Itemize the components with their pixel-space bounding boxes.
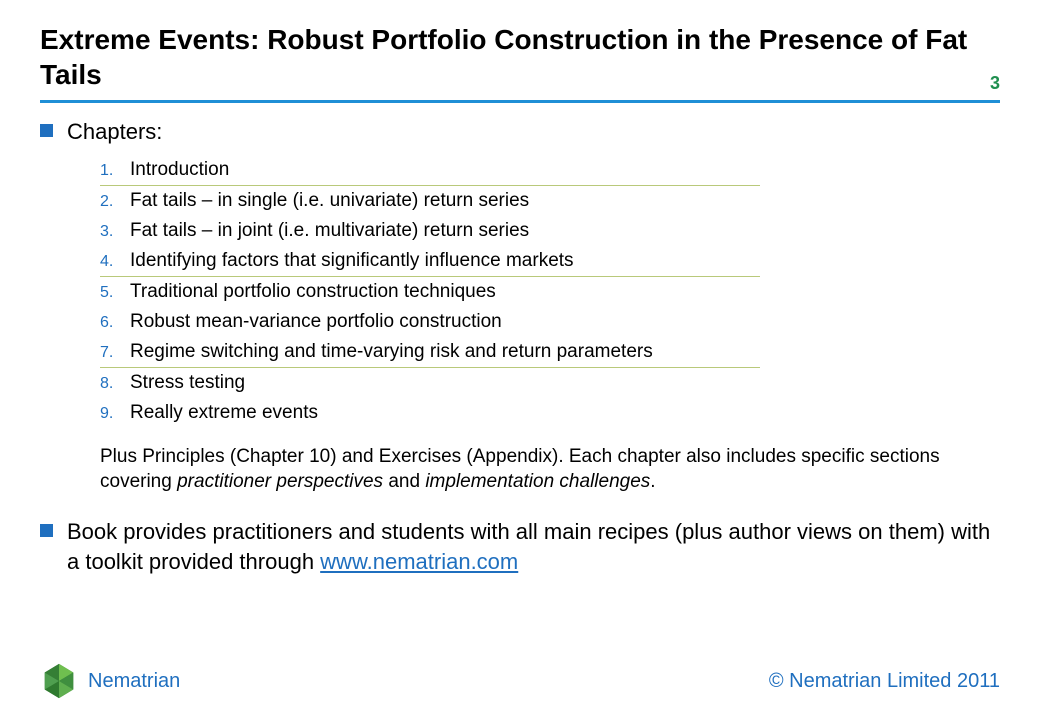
bullet-book-info: Book provides practitioners and students… (40, 517, 1000, 576)
note-text: and (383, 471, 425, 492)
chapter-list: 1.Introduction2.Fat tails – in single (i… (100, 155, 760, 428)
chapter-number: 5. (100, 284, 130, 302)
slide-header: Extreme Events: Robust Portfolio Constru… (40, 22, 1000, 103)
chapter-title: Stress testing (130, 372, 245, 394)
chapter-number: 1. (100, 162, 130, 180)
chapters-note: Plus Principles (Chapter 10) and Exercis… (100, 444, 1000, 495)
chapter-item: 2.Fat tails – in single (i.e. univariate… (100, 186, 760, 216)
chapter-item: 3.Fat tails – in joint (i.e. multivariat… (100, 216, 760, 246)
chapters-label: Chapters: (67, 117, 162, 147)
brand-name: Nematrian (88, 670, 180, 693)
book-info-text: Book provides practitioners and students… (67, 517, 1000, 576)
copyright-text: © Nematrian Limited 2011 (769, 670, 1000, 693)
chapter-number: 8. (100, 375, 130, 393)
chapter-title: Fat tails – in single (i.e. univariate) … (130, 190, 529, 212)
bullet-chapters: Chapters: (40, 117, 1000, 147)
chapter-title: Really extreme events (130, 402, 318, 424)
chapter-title: Identifying factors that significantly i… (130, 250, 574, 272)
chapter-item: 7.Regime switching and time-varying risk… (100, 337, 760, 368)
chapter-number: 4. (100, 253, 130, 271)
nematrian-logo-icon (40, 662, 78, 700)
slide-content: Chapters: 1.Introduction2.Fat tails – in… (40, 103, 1000, 576)
chapter-number: 7. (100, 344, 130, 362)
chapter-title: Traditional portfolio construction techn… (130, 281, 496, 303)
chapter-title: Fat tails – in joint (i.e. multivariate)… (130, 220, 529, 242)
footer-left: Nematrian (40, 662, 180, 700)
square-bullet-icon (40, 124, 53, 137)
nematrian-link[interactable]: www.nematrian.com (320, 549, 518, 574)
chapter-item: 9.Really extreme events (100, 398, 760, 428)
chapter-item: 1.Introduction (100, 155, 760, 186)
chapter-item: 4.Identifying factors that significantly… (100, 246, 760, 277)
chapter-title: Introduction (130, 159, 229, 181)
book-info-pre: Book provides practitioners and students… (67, 519, 990, 574)
chapter-number: 9. (100, 405, 130, 423)
slide: Extreme Events: Robust Portfolio Constru… (0, 0, 1040, 720)
chapter-number: 2. (100, 193, 130, 211)
chapter-item: 8.Stress testing (100, 368, 760, 398)
chapter-item: 6.Robust mean-variance portfolio constru… (100, 307, 760, 337)
square-bullet-icon (40, 524, 53, 537)
chapter-number: 6. (100, 314, 130, 332)
chapter-title: Regime switching and time-varying risk a… (130, 341, 653, 363)
note-text: . (650, 471, 655, 492)
page-number: 3 (970, 73, 1000, 100)
note-italic: practitioner perspectives (177, 471, 383, 492)
chapter-title: Robust mean-variance portfolio construct… (130, 311, 502, 333)
slide-footer: Nematrian © Nematrian Limited 2011 (40, 662, 1000, 700)
chapter-number: 3. (100, 223, 130, 241)
note-italic: implementation challenges (425, 471, 650, 492)
chapter-item: 5.Traditional portfolio construction tec… (100, 277, 760, 307)
slide-title: Extreme Events: Robust Portfolio Constru… (40, 22, 970, 100)
